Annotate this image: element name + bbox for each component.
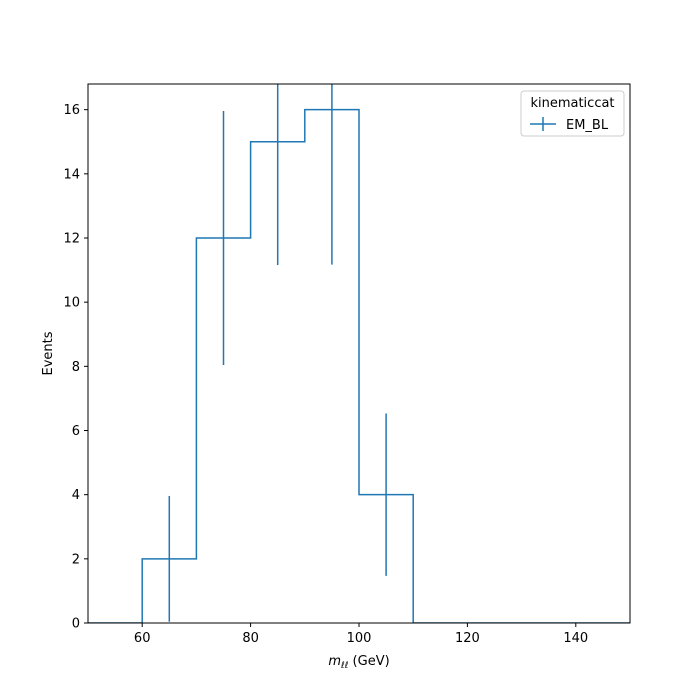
legend-label-em-bl: EM_BL	[566, 118, 609, 133]
legend-title: kinematiccat	[530, 96, 614, 111]
y-tick-label: 14	[63, 167, 80, 182]
x-axis: 60 80 100 120 140	[134, 623, 588, 646]
x-tick-label: 80	[242, 631, 259, 646]
y-tick-label: 10	[63, 296, 80, 311]
data-marks	[88, 84, 630, 623]
y-axis: 0 2 4 6 8 10 12 14 16	[63, 103, 88, 632]
histogram-step-line	[88, 108, 630, 623]
y-tick-label: 6	[72, 424, 80, 439]
x-tick-label: 120	[455, 631, 480, 646]
y-tick-label: 4	[72, 488, 80, 503]
x-tick-label: 100	[347, 631, 372, 646]
y-tick-label: 8	[72, 360, 80, 375]
y-tick-label: 0	[72, 617, 80, 632]
x-axis-label: mℓℓ (GeV)	[328, 654, 389, 671]
x-tick-label: 60	[134, 631, 151, 646]
y-tick-label: 2	[72, 552, 80, 567]
y-tick-label: 12	[63, 232, 80, 247]
legend: kinematiccat EM_BL	[520, 90, 625, 137]
y-axis-label: Events	[41, 331, 56, 375]
x-tick-label: 140	[563, 631, 588, 646]
y-tick-label: 16	[63, 103, 80, 118]
